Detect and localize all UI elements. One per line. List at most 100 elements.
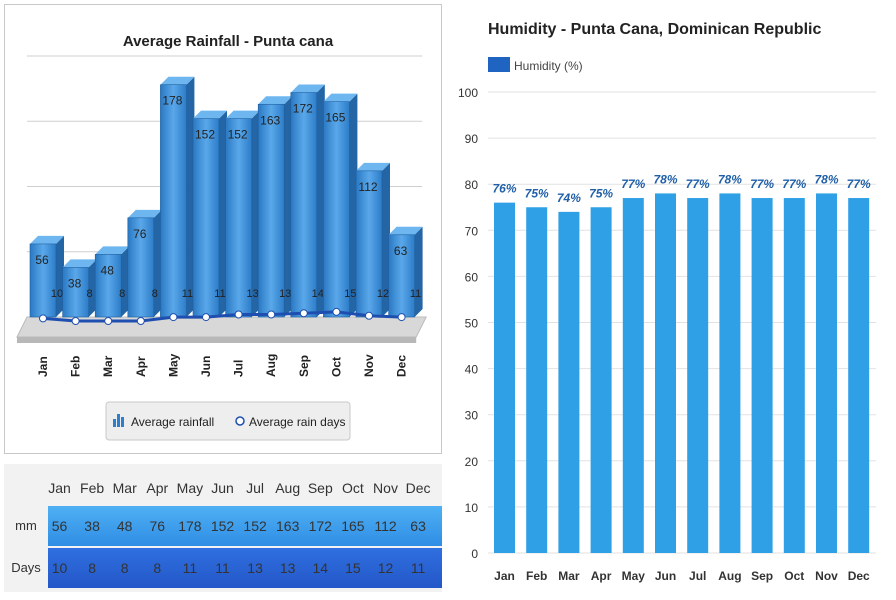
rain-x-tick: Nov: [362, 354, 376, 377]
rain-days-label: 11: [410, 288, 421, 300]
rain-bar-top: [388, 226, 423, 235]
humidity-chart: Humidity - Punta Cana, Dominican Republi…: [458, 21, 876, 583]
table-cell-mm: 178: [178, 518, 202, 534]
table-cell-mm: 38: [84, 518, 100, 534]
table-cell-mm: 152: [210, 518, 235, 534]
table-cell-mm: 165: [341, 518, 365, 534]
humidity-x-tick: Nov: [815, 569, 838, 583]
humidity-bar-label: 78%: [718, 172, 742, 186]
rain-x-tick: Mar: [101, 355, 115, 377]
rain-bar: [62, 267, 89, 318]
table-row-days: Days 10 8 8 8 11 11 13 13 14 15 12 11: [4, 548, 442, 588]
rainfall-table: Jan Feb Mar Apr May Jun Jul Aug Sep Oct Nov Dec mm …: [4, 464, 442, 592]
rain-bar-side: [382, 162, 390, 317]
rain-days-label: 8: [119, 288, 125, 300]
rain-bar-top: [290, 84, 325, 93]
humidity-x-tick: Apr: [591, 569, 612, 583]
rain-bar-top: [258, 96, 293, 105]
table-cell-days: 13: [279, 560, 296, 576]
rain-x-tick: Aug: [264, 354, 278, 377]
table-row-mm: mm 56 38 48 76 178 152 152 163 172 165 112 63: [4, 506, 442, 546]
humidity-bar-label: 77%: [847, 177, 871, 191]
table-header-cell: Jun: [211, 480, 234, 496]
table-header-cell: Nov: [373, 480, 398, 496]
table-cell-mm: 48: [116, 518, 133, 534]
humidity-bar: [687, 198, 709, 553]
humidity-bar-label: 75%: [589, 186, 613, 200]
humidity-x-tick: Mar: [558, 569, 580, 583]
rain-bar-label: 48: [101, 263, 115, 277]
rain-bar-label: 112: [358, 180, 377, 194]
humidity-bar: [494, 202, 515, 553]
table-cell-mm: 112: [374, 518, 397, 534]
humidity-y-tick: 90: [465, 132, 479, 146]
table-header-row: Jan Feb Mar Apr May Jun Jul Aug Sep Oct Nov Dec: [4, 468, 442, 508]
humidity-bar: [655, 193, 676, 554]
rain-bar-top: [160, 76, 195, 85]
humidity-x-tick: Jan: [494, 569, 515, 583]
humidity-bar-label: 74%: [557, 191, 581, 205]
humidity-bar-label: 78%: [814, 172, 838, 186]
rain-days-label: 14: [312, 288, 324, 300]
table-cell-days: 15: [345, 560, 361, 576]
table-cell-days: 10: [51, 560, 68, 576]
rain-days-label: 13: [246, 288, 258, 300]
rain-x-tick: Apr: [134, 356, 148, 377]
table-header-cell: Mar: [112, 480, 137, 496]
table-header-cell: Feb: [80, 480, 105, 496]
humidity-y-tick: 0: [471, 547, 478, 561]
rain-bar-side: [316, 84, 325, 317]
table-cell-mm: 163: [276, 518, 300, 534]
rain-days-point: [234, 310, 243, 319]
rain-bar: [323, 101, 350, 318]
humidity-bar-label: 77%: [621, 177, 645, 191]
table-cell-days: 8: [88, 560, 96, 576]
table-header-cell: Jul: [246, 480, 265, 496]
rain-days-label: 8: [152, 288, 158, 300]
rain-bar: [257, 103, 285, 318]
humidity-bar: [751, 198, 773, 553]
humidity-y-tick: 50: [465, 317, 479, 331]
humidity-bar: [816, 193, 837, 554]
rain-bar-top: [30, 235, 64, 244]
rain-bar-top: [323, 93, 358, 102]
humidity-bar: [590, 207, 612, 553]
humidity-bar-label: 78%: [653, 172, 677, 186]
humidity-bar: [622, 198, 644, 553]
rain-days-point: [267, 310, 276, 319]
rain-legend: Average rainfall Average rain days: [105, 401, 351, 441]
humidity-x-tick: Sep: [751, 569, 773, 583]
row-label-mm: mm: [4, 506, 48, 546]
humidity-bar: [848, 198, 870, 553]
rainfall-chart: Average Rainfall - Punta cana 56 10 Jan 38 8 F…: [16, 33, 428, 441]
humidity-bar: [558, 211, 580, 554]
table-cell-days: 13: [247, 560, 263, 576]
rain-days-point: [169, 313, 178, 322]
table-cell-mm: 76: [149, 518, 166, 534]
rain-bar-label: 172: [293, 102, 313, 116]
rain-days-point: [71, 317, 80, 325]
rain-bar: [388, 234, 415, 318]
rain-bar-top: [95, 246, 130, 255]
table-cell-mm: 56: [51, 518, 68, 534]
table-cell-mm: 172: [308, 518, 332, 534]
humidity-y-tick: 70: [465, 224, 479, 238]
humidity-x-tick: Jun: [655, 569, 676, 583]
humidity-bar-label: 77%: [750, 177, 774, 191]
humidity-x-tick: May: [622, 569, 646, 583]
table-cell-days: 12: [377, 560, 394, 576]
rain-legend-days: Average rain days: [249, 415, 346, 429]
rain-days-label: 11: [214, 288, 225, 300]
rain-x-tick: Dec: [395, 355, 409, 377]
humidity-legend-label: Humidity (%): [514, 59, 583, 73]
rain-bar-top: [356, 162, 390, 171]
rain-days-label: 13: [279, 288, 291, 300]
humidity-bar-label: 75%: [525, 186, 549, 200]
table-cell-days: 11: [182, 560, 198, 576]
table-header-cell: Dec: [405, 480, 431, 496]
rain-legend-rainfall: Average rainfall: [131, 415, 214, 429]
humidity-y-tick: 60: [465, 270, 479, 284]
humidity-x-tick: Oct: [784, 569, 804, 583]
rain-bar-side: [284, 96, 293, 317]
rain-bar-side: [186, 76, 195, 318]
